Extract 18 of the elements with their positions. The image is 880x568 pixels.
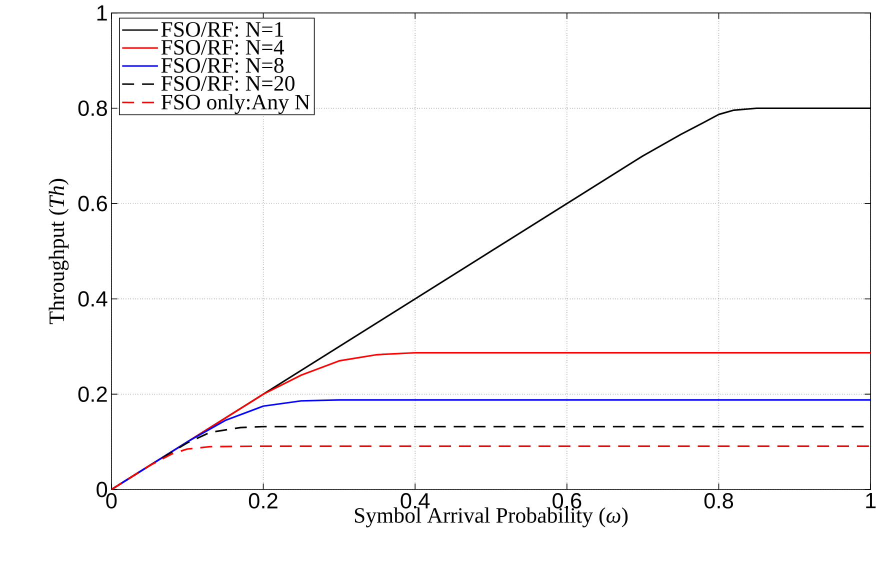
legend-label: FSO/RF: N=4 (161, 40, 284, 55)
x-tick-label: 0.4 (400, 492, 430, 508)
legend-label: FSO/RF: N=20 (161, 76, 294, 91)
y-tick-label: 0.4 (78, 291, 108, 307)
legend-label: FSO only:Any N (161, 94, 310, 114)
legend-label: FSO/RF: N=8 (161, 58, 284, 73)
x-tick-label: 0.8 (704, 492, 734, 508)
y-tick-label: 1 (97, 5, 107, 20)
y-tick-label: 0 (96, 482, 108, 498)
y-tick-label: 0.8 (78, 100, 107, 116)
x-tick-label: 0.6 (552, 492, 582, 508)
x-tick-label: 0.2 (248, 492, 278, 508)
x-tick-label: 1 (866, 492, 876, 508)
x-axis-title: Symbol Arrival Probability (ω) (354, 507, 628, 528)
y-axis-title: Throughput (Th) (48, 178, 69, 324)
legend-label: FSO/RF: N=1 (161, 22, 284, 37)
y-tick-label: 0.2 (78, 386, 107, 402)
y-tick-label: 0.6 (78, 196, 107, 212)
